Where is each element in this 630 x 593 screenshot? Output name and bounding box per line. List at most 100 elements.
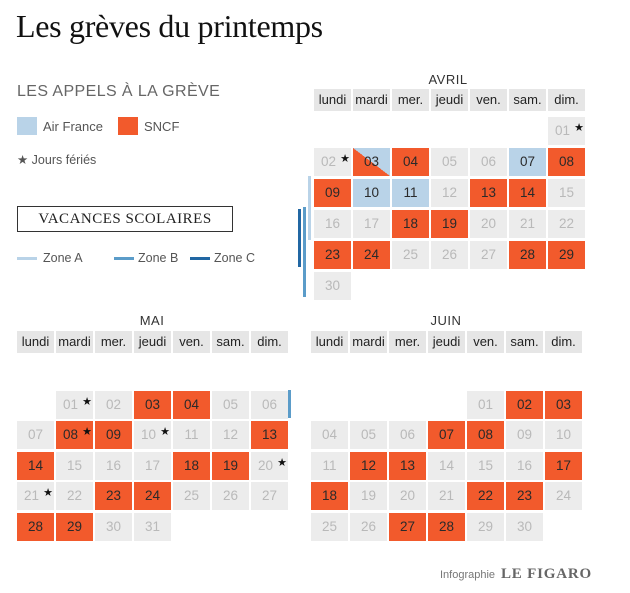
holidays-legend-label: ★ Jours fériés	[17, 153, 97, 167]
weekday-header-mai: mardi	[56, 331, 93, 353]
day-cell-juin-29: 29	[467, 513, 504, 541]
weekday-header-juin: mardi	[350, 331, 387, 353]
day-cell-mai-31: 31	[134, 513, 171, 541]
zone-a-line	[17, 257, 37, 260]
weekday-header-avril: mer.	[392, 89, 429, 111]
weekday-header-juin: sam.	[506, 331, 543, 353]
day-cell-mai-25: 25	[173, 482, 210, 510]
day-cell-mai-30: 30	[95, 513, 132, 541]
zone-c-holiday-bar	[298, 209, 301, 267]
day-cell-juin-20: 20	[389, 482, 426, 510]
day-cell-avril-25: 25	[392, 241, 429, 269]
day-cell-avril-8: 08	[548, 148, 585, 176]
day-cell-juin-4: 04	[311, 421, 348, 449]
day-cell-avril-15: 15	[548, 179, 585, 207]
day-cell-juin-9: 09	[506, 421, 543, 449]
sncf-swatch	[118, 117, 138, 135]
holiday-star-icon: ★	[340, 153, 350, 165]
weekday-header-juin: jeudi	[428, 331, 465, 353]
zone-c-line	[190, 257, 210, 260]
holiday-star-icon: ★	[277, 457, 287, 469]
weekday-header-avril: mardi	[353, 89, 390, 111]
weekday-header-juin: ven.	[467, 331, 504, 353]
weekday-header-juin: dim.	[545, 331, 582, 353]
day-cell-avril-6: 06	[470, 148, 507, 176]
day-cell-juin-21: 21	[428, 482, 465, 510]
day-cell-avril-7: 07	[509, 148, 546, 176]
zone-b-holiday-bar-may	[288, 390, 291, 418]
weekday-header-mai: mer.	[95, 331, 132, 353]
day-cell-avril-4: 04	[392, 148, 429, 176]
weekday-header-mai: ven.	[173, 331, 210, 353]
day-cell-avril-30: 30	[314, 272, 351, 300]
day-cell-juin-22: 22	[467, 482, 504, 510]
day-cell-mai-17: 17	[134, 452, 171, 480]
day-cell-mai-6: 06	[251, 391, 288, 419]
zone-b-line	[114, 257, 134, 260]
weekday-header-juin: lundi	[311, 331, 348, 353]
day-cell-mai-24: 24	[134, 482, 171, 510]
zone-b-label: Zone B	[138, 251, 179, 265]
day-cell-juin-25: 25	[311, 513, 348, 541]
day-cell-mai-19: 19	[212, 452, 249, 480]
day-cell-juin-6: 06	[389, 421, 426, 449]
day-cell-juin-17: 17	[545, 452, 582, 480]
day-cell-mai-21: 21 ★	[17, 482, 54, 510]
day-cell-mai-4: 04	[173, 391, 210, 419]
weekday-header-avril: ven.	[470, 89, 507, 111]
month-name-may: MAI	[139, 313, 165, 328]
day-cell-mai-29: 29	[56, 513, 93, 541]
day-cell-juin-5: 05	[350, 421, 387, 449]
day-cell-juin-23: 23	[506, 482, 543, 510]
day-cell-juin-24: 24	[545, 482, 582, 510]
air-france-legend-label: Air France	[43, 119, 103, 134]
day-cell-mai-10: 10 ★	[134, 421, 171, 449]
day-cell-juin-28: 28	[428, 513, 465, 541]
zone-a-holiday-bar	[308, 176, 311, 240]
day-cell-mai-9: 09	[95, 421, 132, 449]
strike-calls-heading: LES APPELS À LA GRÈVE	[17, 83, 221, 100]
day-cell-mai-15: 15	[56, 452, 93, 480]
weekday-header-mai: lundi	[17, 331, 54, 353]
day-cell-mai-7: 07	[17, 421, 54, 449]
credit-label: Infographie	[440, 569, 496, 581]
day-cell-mai-18: 18	[173, 452, 210, 480]
day-cell-juin-11: 11	[311, 452, 348, 480]
holiday-star-icon: ★	[574, 122, 584, 134]
day-cell-avril-24: 24	[353, 241, 390, 269]
day-cell-avril-26: 26	[431, 241, 468, 269]
day-cell-mai-14: 14	[17, 452, 54, 480]
day-cell-mai-12: 12	[212, 421, 249, 449]
day-cell-avril-29: 29	[548, 241, 585, 269]
day-cell-avril-1: 01 ★	[548, 117, 585, 145]
day-cell-mai-2: 02	[95, 391, 132, 419]
day-cell-avril-2: 02 ★	[314, 148, 351, 176]
day-cell-juin-26: 26	[350, 513, 387, 541]
day-cell-mai-3: 03	[134, 391, 171, 419]
weekday-header-mai: dim.	[251, 331, 288, 353]
brand-logo: LE FIGARO	[501, 566, 592, 582]
holiday-star-icon: ★	[160, 426, 170, 438]
day-cell-mai-13: 13	[251, 421, 288, 449]
weekday-header-mai: jeudi	[134, 331, 171, 353]
day-cell-juin-14: 14	[428, 452, 465, 480]
zone-b-holiday-bar	[303, 207, 306, 297]
day-cell-juin-13: 13	[389, 452, 426, 480]
day-cell-juin-3: 03	[545, 391, 582, 419]
day-cell-avril-16: 16	[314, 210, 351, 238]
day-cell-avril-3: 03	[353, 148, 390, 176]
day-cell-juin-15: 15	[467, 452, 504, 480]
weekday-header-avril: dim.	[548, 89, 585, 111]
day-cell-avril-22: 22	[548, 210, 585, 238]
day-cell-avril-18: 18	[392, 210, 429, 238]
day-cell-avril-17: 17	[353, 210, 390, 238]
day-cell-avril-11: 11	[392, 179, 429, 207]
weekday-header-avril: jeudi	[431, 89, 468, 111]
day-cell-mai-22: 22	[56, 482, 93, 510]
holiday-star-icon: ★	[82, 396, 92, 408]
sncf-legend-label: SNCF	[144, 119, 180, 134]
school-holidays-title: VACANCES SCOLAIRES	[17, 206, 233, 232]
day-cell-avril-27: 27	[470, 241, 507, 269]
day-cell-mai-5: 05	[212, 391, 249, 419]
zone-a-label: Zone A	[43, 251, 83, 265]
